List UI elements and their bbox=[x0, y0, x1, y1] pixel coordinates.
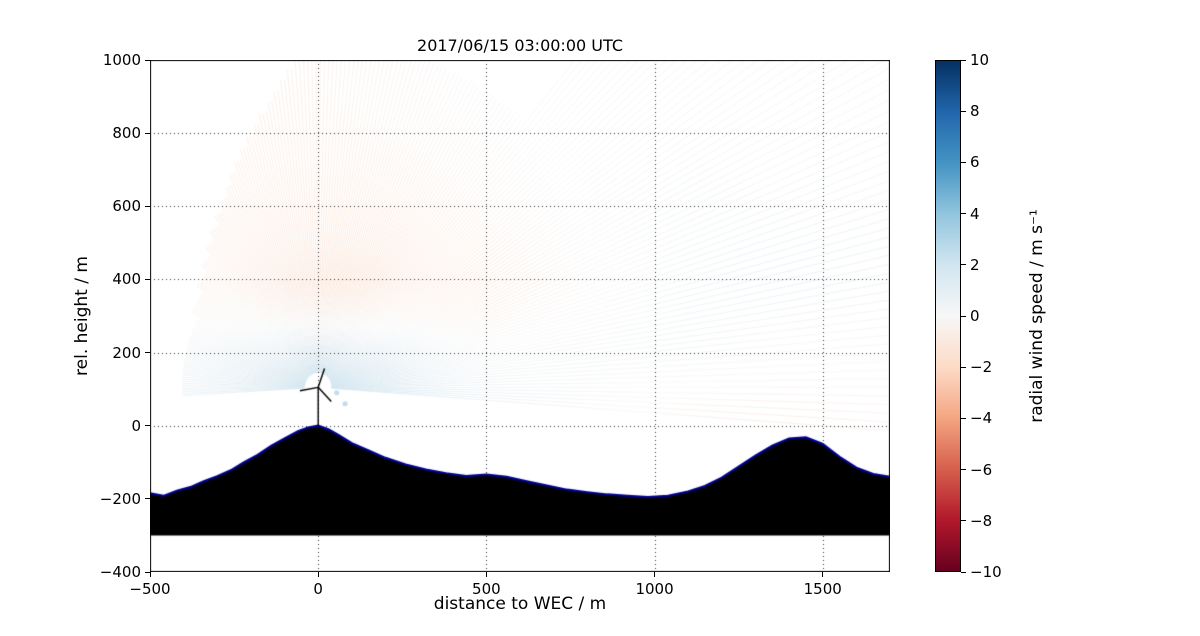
y-tick-label: −200 bbox=[99, 489, 141, 508]
colorbar-label: radial wind speed / m s⁻¹ bbox=[1027, 209, 1047, 423]
colorbar-tick-label: 8 bbox=[970, 102, 980, 121]
y-tick bbox=[145, 205, 150, 207]
y-tick bbox=[145, 278, 150, 280]
x-tick-label: 500 bbox=[472, 580, 501, 598]
colorbar-tick-label: 2 bbox=[970, 255, 980, 274]
colorbar-gradient bbox=[935, 60, 961, 572]
colorbar-tick bbox=[961, 315, 966, 317]
colorbar-tick bbox=[961, 213, 966, 215]
colorbar-tick bbox=[961, 264, 966, 266]
colorbar-tick bbox=[961, 520, 966, 522]
colorbar-tick bbox=[961, 469, 966, 471]
colorbar-tick bbox=[961, 59, 966, 61]
x-tick-label: 1500 bbox=[803, 580, 842, 598]
x-axis-label: distance to WEC / m bbox=[433, 594, 607, 614]
y-tick-label: 200 bbox=[112, 343, 141, 362]
x-tick-label: 1000 bbox=[635, 580, 674, 598]
x-tick-label: 0 bbox=[313, 580, 323, 598]
rhi-scan-canvas bbox=[150, 60, 890, 572]
colorbar-tick-label: −8 bbox=[970, 511, 993, 530]
x-tick-label: −500 bbox=[129, 580, 171, 598]
y-tick-label: 800 bbox=[112, 124, 141, 143]
plot-title: 2017/06/15 03:00:00 UTC bbox=[417, 36, 623, 55]
colorbar-tick-label: 6 bbox=[970, 153, 980, 172]
colorbar-tick-label: −2 bbox=[970, 358, 993, 377]
x-tick bbox=[149, 572, 151, 577]
colorbar-tick-label: 10 bbox=[970, 51, 990, 69]
x-tick bbox=[822, 572, 824, 577]
y-tick bbox=[145, 352, 150, 354]
y-tick-label: −400 bbox=[99, 563, 141, 581]
colorbar-tick-label: 4 bbox=[970, 204, 980, 223]
y-tick bbox=[145, 571, 150, 573]
colorbar-tick bbox=[961, 161, 966, 163]
y-tick-label: 1000 bbox=[102, 51, 141, 69]
colorbar-tick-label: −4 bbox=[970, 409, 993, 428]
y-tick bbox=[145, 498, 150, 500]
colorbar-tick-label: −6 bbox=[970, 460, 993, 479]
y-tick bbox=[145, 132, 150, 134]
y-tick-label: 400 bbox=[112, 270, 141, 289]
colorbar-tick-label: −10 bbox=[970, 563, 1002, 581]
x-tick bbox=[317, 572, 319, 577]
y-axis-label: rel. height / m bbox=[72, 256, 92, 376]
y-tick bbox=[145, 425, 150, 427]
y-tick bbox=[145, 59, 150, 61]
colorbar-tick bbox=[961, 366, 966, 368]
x-tick bbox=[485, 572, 487, 577]
colorbar-tick bbox=[961, 571, 966, 573]
y-tick-label: 600 bbox=[112, 197, 141, 216]
colorbar-tick-label: 0 bbox=[970, 307, 980, 325]
x-tick bbox=[654, 572, 656, 577]
y-tick-label: 0 bbox=[131, 416, 141, 435]
colorbar-tick bbox=[961, 110, 966, 112]
colorbar-tick bbox=[961, 417, 966, 419]
